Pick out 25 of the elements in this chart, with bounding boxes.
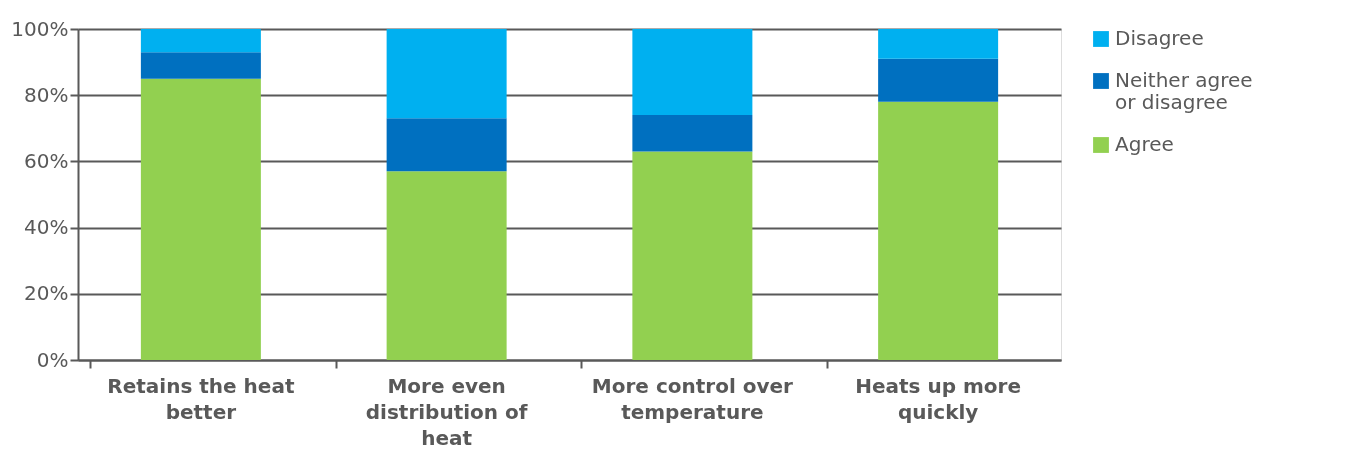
y-tick-label: 20% xyxy=(24,281,69,306)
bar xyxy=(878,58,999,102)
x-tick-label: More control over temperature xyxy=(591,373,794,424)
bar xyxy=(140,78,261,360)
bar xyxy=(632,115,753,152)
x-tick-label: More even distribution of heat xyxy=(365,373,528,450)
bar xyxy=(878,29,999,59)
bar xyxy=(386,29,507,119)
legend-label: Agree xyxy=(1115,132,1174,156)
bar xyxy=(632,151,753,360)
x-tick-label: Retains the heat better xyxy=(107,373,295,424)
bar xyxy=(386,171,507,360)
legend-label: Neither agree or disagree xyxy=(1115,68,1253,114)
bar xyxy=(140,52,261,79)
y-tick-label: 0% xyxy=(36,347,69,372)
bar xyxy=(140,29,261,53)
legend-label: Disagree xyxy=(1115,26,1204,50)
y-tick-label: 80% xyxy=(24,82,69,107)
x-tick-label: Heats up more quickly xyxy=(855,373,1022,424)
y-tick-label: 100% xyxy=(11,16,69,41)
y-tick-label: 60% xyxy=(24,148,69,173)
y-tick-label: 40% xyxy=(24,215,69,240)
bar xyxy=(878,101,999,360)
bar xyxy=(632,29,753,116)
bar xyxy=(386,118,507,172)
